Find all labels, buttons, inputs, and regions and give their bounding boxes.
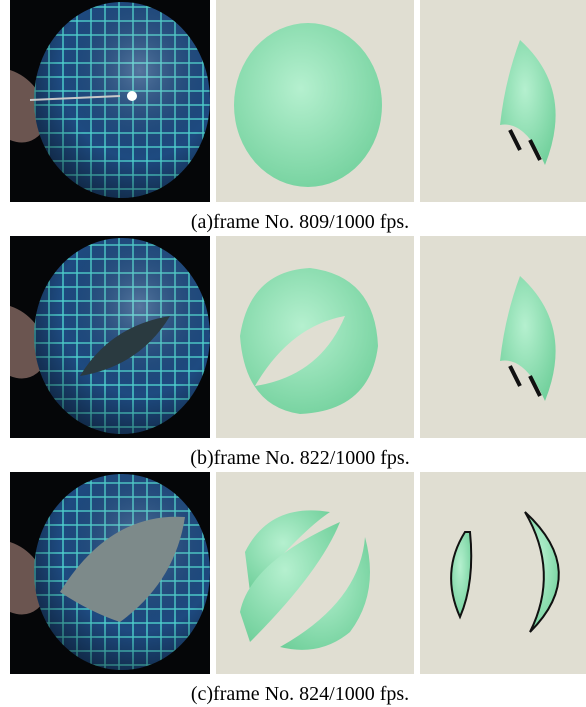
- caption: (a)frame No. 809/1000 fps.: [191, 211, 409, 233]
- balloon-shade: [34, 2, 210, 198]
- figure: (a)frame No. 809/1000 fps. (b)frame No. 8…: [0, 0, 586, 707]
- caption: (b)frame No. 822/1000 fps.: [190, 447, 409, 469]
- highlight: [127, 91, 137, 101]
- recon-panel: [420, 236, 586, 438]
- recon-panel: [420, 472, 586, 674]
- recon-surface: [234, 23, 382, 187]
- recon-panel: [420, 0, 586, 202]
- figure-row: (a)frame No. 809/1000 fps.: [10, 0, 586, 233]
- caption: (c)frame No. 824/1000 fps.: [191, 683, 409, 705]
- figure-row: (c)frame No. 824/1000 fps.: [10, 472, 586, 705]
- page: (a)frame No. 809/1000 fps. (b)frame No. 8…: [0, 0, 586, 707]
- figure-row: (b)frame No. 822/1000 fps.: [10, 236, 586, 469]
